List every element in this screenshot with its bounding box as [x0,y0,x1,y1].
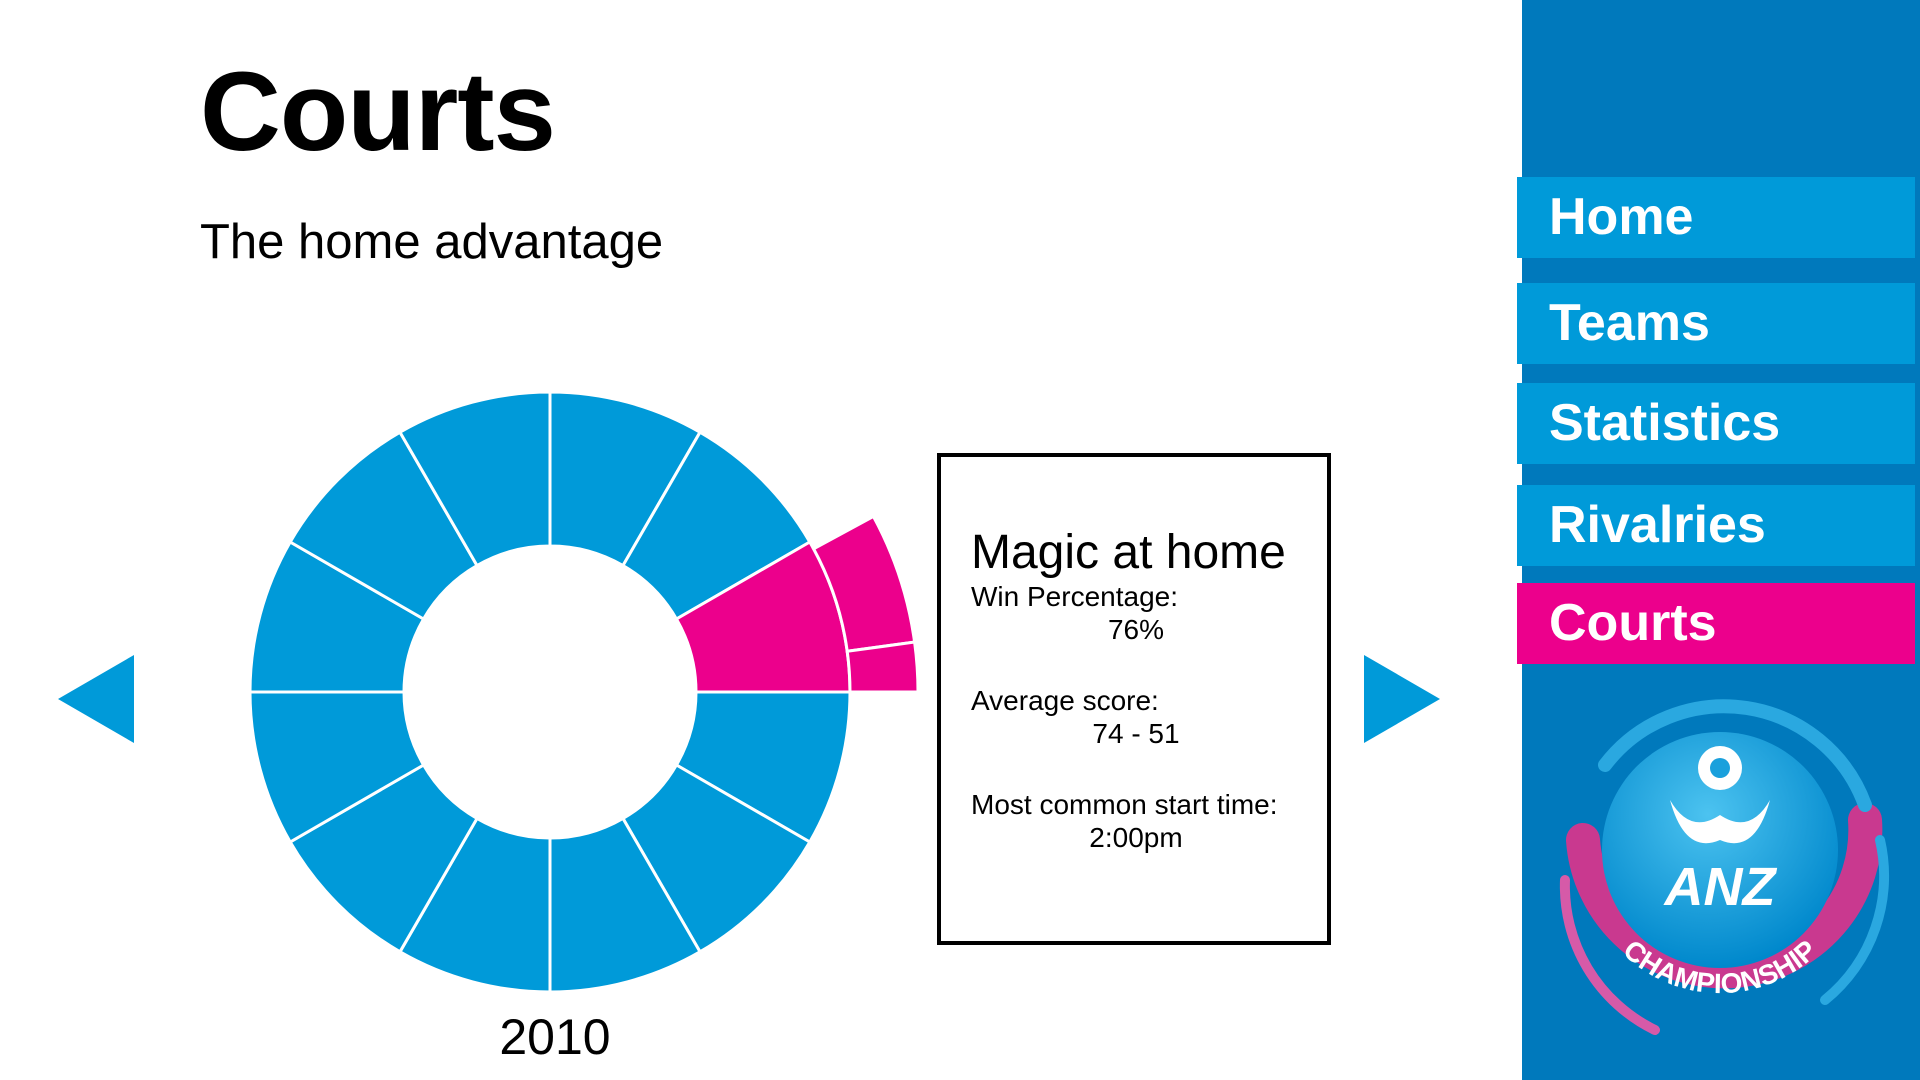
wheel-segment[interactable] [397,390,552,568]
stat-value: 74 - 51 [1092,717,1180,749]
nav-item-statistics[interactable]: Statistics [1517,383,1915,464]
stat-label: Most common start time: [971,788,1278,820]
wheel-segment-detail[interactable] [845,640,920,694]
court-info-panel: Magic at home Win Percentage: 76% Averag… [937,453,1331,945]
stat-label: Average score: [971,684,1159,716]
nav-item-rivalries[interactable]: Rivalries [1517,485,1915,566]
stat-label: Win Percentage: [971,580,1178,612]
stat-start-time: Most common start time: 2:00pm [971,788,1327,854]
previous-year-button[interactable] [58,655,134,743]
nav-item-courts[interactable]: Courts [1517,583,1915,664]
next-year-button[interactable] [1364,655,1440,743]
triangle-right-icon [1364,655,1440,743]
page-subtitle: The home advantage [200,215,664,269]
page-title: Courts [200,49,556,174]
anz-championship-logo: ANZ CHAMPIONSHIP [1559,699,1889,1035]
court-wheel-chart [248,390,920,994]
info-heading: Magic at home [971,526,1286,579]
stat-average-score: Average score: 74 - 51 [971,684,1327,750]
year-label: 2010 [499,1009,611,1065]
nav-item-teams[interactable]: Teams [1517,283,1915,364]
triangle-left-icon [58,655,134,743]
nav-item-home[interactable]: Home [1517,177,1915,258]
stat-value: 76% [1107,613,1165,645]
logo-brand-text: ANZ [1663,857,1778,917]
stat-win-percentage: Win Percentage: 76% [971,580,1327,646]
stat-value: 2:00pm [1089,821,1183,853]
